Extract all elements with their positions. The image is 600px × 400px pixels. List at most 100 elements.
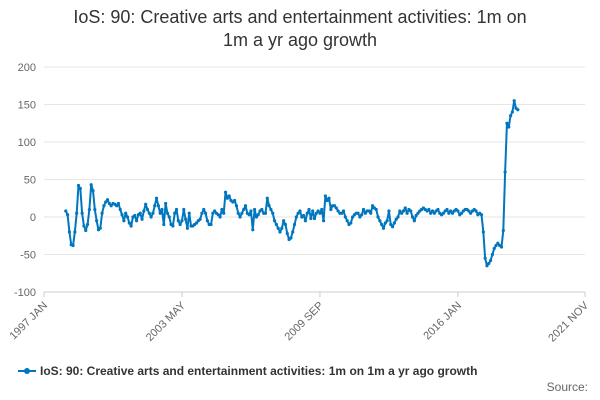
data-point[interactable]	[84, 228, 88, 233]
data-point[interactable]	[95, 219, 99, 223]
data-point[interactable]	[220, 207, 224, 212]
data-point[interactable]	[278, 230, 282, 234]
data-point[interactable]	[416, 211, 420, 215]
data-point[interactable]	[222, 211, 226, 215]
data-point[interactable]	[380, 222, 384, 227]
data-point[interactable]	[332, 204, 337, 208]
data-point[interactable]	[294, 215, 298, 219]
data-point[interactable]	[445, 207, 449, 212]
data-point[interactable]	[356, 211, 360, 215]
data-point[interactable]	[80, 211, 84, 215]
data-point[interactable]	[427, 207, 431, 212]
data-point[interactable]	[85, 222, 90, 227]
data-point[interactable]	[225, 196, 229, 200]
data-point[interactable]	[474, 209, 478, 213]
data-point[interactable]	[234, 204, 239, 208]
data-point[interactable]	[358, 215, 362, 219]
data-point[interactable]	[410, 215, 415, 219]
data-point[interactable]	[329, 207, 333, 212]
data-point[interactable]	[485, 264, 489, 268]
data-point[interactable]	[267, 204, 271, 208]
data-point[interactable]	[211, 211, 215, 215]
data-point[interactable]	[334, 206, 338, 210]
data-point[interactable]	[481, 230, 485, 234]
data-point[interactable]	[285, 231, 289, 236]
data-point[interactable]	[167, 215, 171, 219]
data-point[interactable]	[292, 222, 297, 227]
data-point[interactable]	[394, 217, 398, 221]
data-point[interactable]	[390, 225, 395, 229]
data-point[interactable]	[305, 211, 309, 215]
data-point[interactable]	[494, 243, 498, 248]
data-point[interactable]	[414, 213, 418, 218]
data-point[interactable]	[323, 194, 327, 198]
data-point[interactable]	[367, 209, 371, 213]
data-point[interactable]	[374, 207, 378, 212]
data-point[interactable]	[165, 211, 170, 215]
data-point[interactable]	[507, 125, 511, 129]
data-point[interactable]	[151, 211, 155, 215]
data-point[interactable]	[272, 219, 277, 223]
data-point[interactable]	[396, 215, 400, 219]
data-point[interactable]	[153, 204, 157, 208]
data-point[interactable]	[134, 219, 139, 223]
data-point[interactable]	[505, 121, 509, 125]
data-point[interactable]	[370, 204, 375, 208]
data-point[interactable]	[240, 211, 244, 215]
data-point[interactable]	[260, 207, 264, 212]
data-point[interactable]	[213, 209, 217, 213]
data-point[interactable]	[76, 183, 81, 188]
data-point[interactable]	[176, 219, 180, 223]
data-point[interactable]	[265, 196, 269, 200]
data-point[interactable]	[187, 211, 191, 215]
data-point[interactable]	[256, 213, 260, 217]
data-point[interactable]	[149, 215, 153, 219]
data-point[interactable]	[200, 211, 204, 215]
data-point[interactable]	[400, 211, 404, 215]
data-point[interactable]	[343, 215, 347, 219]
data-point[interactable]	[138, 211, 142, 215]
data-point[interactable]	[120, 213, 124, 217]
data-point[interactable]	[242, 207, 246, 212]
data-point[interactable]	[82, 224, 86, 228]
data-point[interactable]	[389, 222, 393, 227]
data-point[interactable]	[202, 207, 206, 212]
data-point[interactable]	[456, 209, 460, 213]
data-point[interactable]	[89, 183, 93, 187]
data-point[interactable]	[312, 216, 317, 221]
data-point[interactable]	[140, 217, 144, 221]
data-point[interactable]	[447, 211, 451, 215]
data-point[interactable]	[236, 211, 240, 215]
data-point[interactable]	[341, 209, 346, 213]
data-point[interactable]	[336, 209, 340, 213]
data-point[interactable]	[450, 211, 455, 215]
data-point[interactable]	[116, 201, 121, 206]
data-point[interactable]	[125, 215, 130, 219]
data-point[interactable]	[489, 258, 493, 263]
data-point[interactable]	[459, 211, 464, 215]
data-point[interactable]	[158, 211, 162, 215]
data-point[interactable]	[223, 190, 228, 194]
data-point[interactable]	[118, 207, 122, 212]
data-point[interactable]	[105, 198, 110, 202]
data-point[interactable]	[104, 200, 108, 204]
data-point[interactable]	[160, 207, 164, 212]
data-point[interactable]	[401, 209, 406, 213]
data-point[interactable]	[307, 207, 311, 212]
data-point[interactable]	[87, 207, 91, 212]
data-point[interactable]	[360, 213, 364, 217]
data-point[interactable]	[164, 201, 168, 206]
data-point[interactable]	[142, 209, 146, 213]
data-point[interactable]	[154, 196, 159, 200]
data-point[interactable]	[100, 211, 104, 215]
data-point[interactable]	[376, 215, 380, 219]
data-point[interactable]	[98, 226, 102, 230]
data-point[interactable]	[129, 224, 133, 228]
data-point[interactable]	[280, 226, 284, 230]
data-point[interactable]	[363, 211, 367, 215]
data-point[interactable]	[499, 245, 504, 249]
data-point[interactable]	[218, 215, 222, 219]
data-point[interactable]	[467, 209, 471, 213]
data-point[interactable]	[66, 213, 70, 217]
data-point[interactable]	[276, 226, 280, 230]
